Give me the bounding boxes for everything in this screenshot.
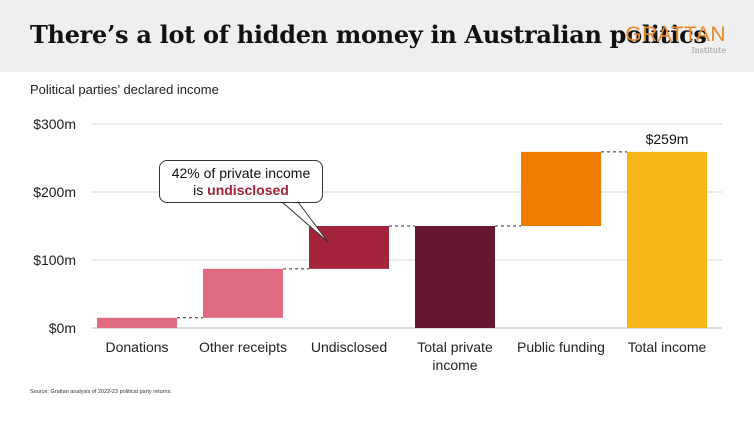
- x-category-label: Donations: [105, 339, 168, 355]
- annotation-pointer: [280, 201, 329, 243]
- bar-public-funding: [521, 151, 601, 226]
- bar-donations: [97, 317, 177, 328]
- annotation-prefix: is: [193, 182, 208, 198]
- annotation-line-2: is undisclosed: [160, 182, 322, 199]
- bar-other-receipts: [203, 268, 283, 318]
- x-category-label: Undisclosed: [311, 339, 387, 355]
- annotation-line-1: 42% of private income: [171, 165, 311, 181]
- logo-subtext: Institute: [691, 46, 726, 55]
- y-tick-label: $100m: [33, 252, 76, 268]
- x-category-label: income: [432, 357, 477, 373]
- grattan-logo: GRATTAN Institute: [625, 24, 726, 55]
- x-category-label: Total income: [628, 339, 707, 355]
- y-tick-label: $0m: [49, 320, 76, 336]
- y-tick-label: $300m: [33, 116, 76, 132]
- bar-total-private-income: [415, 226, 495, 328]
- y-tick-label: $200m: [33, 184, 76, 200]
- x-category-label: Public funding: [517, 339, 605, 355]
- logo-wordmark: GRATTAN: [625, 23, 726, 46]
- chart-title: There’s a lot of hidden money in Austral…: [30, 20, 707, 49]
- annotation-highlight: undisclosed: [207, 182, 289, 198]
- bar-total-income: [627, 151, 707, 328]
- data-label: $259m: [646, 131, 689, 147]
- annotation-callout: 42% of private income is undisclosed: [159, 160, 323, 203]
- header-bar: There’s a lot of hidden money in Austral…: [0, 0, 754, 72]
- x-category-label: Other receipts: [199, 339, 287, 355]
- chart-subtitle: Political parties’ declared income: [30, 82, 219, 97]
- source-note: Source: Grattan analysis of 2022-23 poli…: [30, 389, 172, 395]
- bar-undisclosed: [309, 226, 389, 269]
- x-category-label: Total private: [417, 339, 493, 355]
